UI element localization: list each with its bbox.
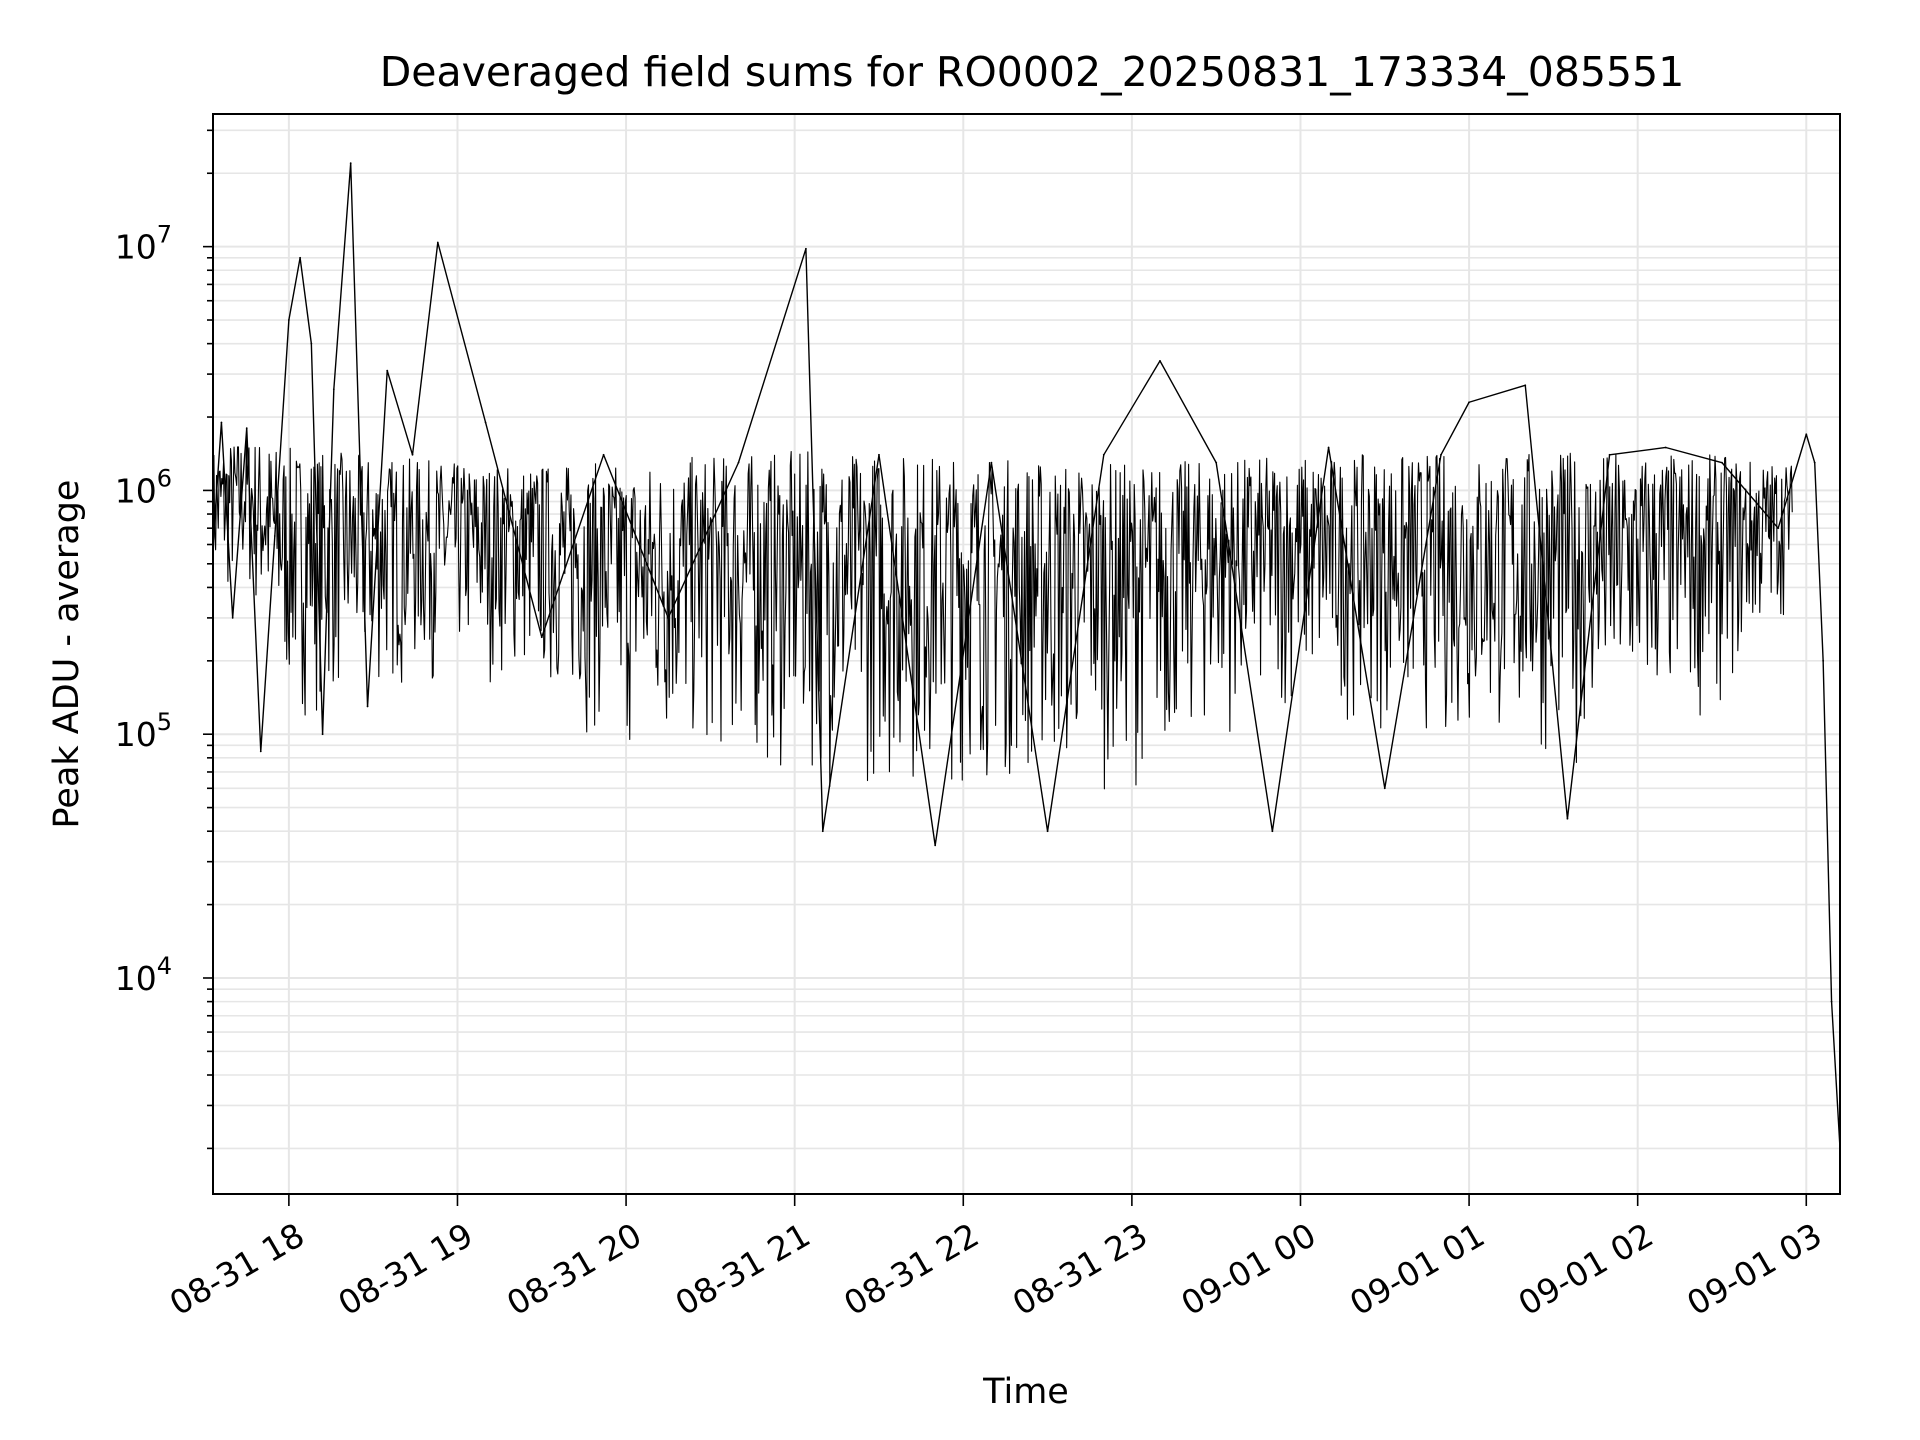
data-point	[220, 421, 223, 424]
y-tick-label: 104	[115, 952, 172, 998]
data-point	[805, 247, 807, 250]
noise-trace	[212, 440, 1793, 790]
data-point	[1664, 446, 1667, 449]
data-point	[332, 388, 335, 391]
data-point	[1830, 1000, 1833, 1003]
grid-x	[287, 114, 1808, 1194]
chart-title: Deaveraged field sums for RO0002_2025083…	[380, 48, 1685, 96]
data-point	[1608, 453, 1611, 456]
data-point	[349, 162, 352, 165]
data-point	[1271, 830, 1274, 833]
data-point	[1046, 830, 1049, 833]
plot-area	[212, 113, 1841, 1195]
data-point	[259, 750, 262, 753]
data-point	[273, 535, 276, 537]
data-point	[366, 705, 369, 708]
data-point	[1468, 401, 1470, 404]
data-point	[990, 461, 993, 464]
data-point	[934, 844, 937, 847]
data-point	[310, 342, 313, 345]
x-axis-label: Time	[982, 1372, 1069, 1412]
data-point	[1383, 787, 1386, 790]
data-point	[667, 616, 670, 619]
data-point	[1440, 453, 1442, 456]
data-point	[1159, 359, 1161, 362]
series-layer	[212, 162, 1841, 1150]
series-line	[212, 162, 1841, 1149]
data-point	[602, 453, 605, 456]
plot-frame	[212, 113, 1841, 1195]
data-point	[878, 453, 880, 456]
data-point	[737, 461, 740, 464]
data-point	[1102, 453, 1105, 456]
data-point	[287, 319, 290, 321]
data-point	[1327, 446, 1330, 449]
data-point	[321, 733, 324, 736]
data-point	[1524, 384, 1527, 387]
data-point	[299, 256, 302, 259]
y-tick-label: 106	[115, 464, 172, 510]
data-point	[231, 616, 234, 619]
y-tick-label: 107	[115, 221, 172, 267]
data-point	[1215, 461, 1218, 464]
data-point	[1777, 527, 1780, 530]
data-point	[436, 241, 439, 244]
data-point	[484, 421, 487, 424]
y-tick-label: 105	[115, 708, 172, 754]
data-point	[1805, 433, 1808, 436]
data-point	[1566, 817, 1569, 820]
data-point	[1822, 659, 1825, 662]
y-axis: 104 105 106 107	[115, 129, 213, 1150]
data-point	[540, 636, 543, 639]
y-axis-label: Peak ADU - average	[47, 480, 87, 829]
plot-background	[213, 114, 1840, 1194]
data-point	[1813, 461, 1816, 464]
data-point	[411, 453, 414, 456]
data-point	[386, 369, 389, 372]
data-point	[245, 427, 248, 430]
data-point	[1721, 461, 1723, 464]
data-point	[821, 830, 824, 833]
